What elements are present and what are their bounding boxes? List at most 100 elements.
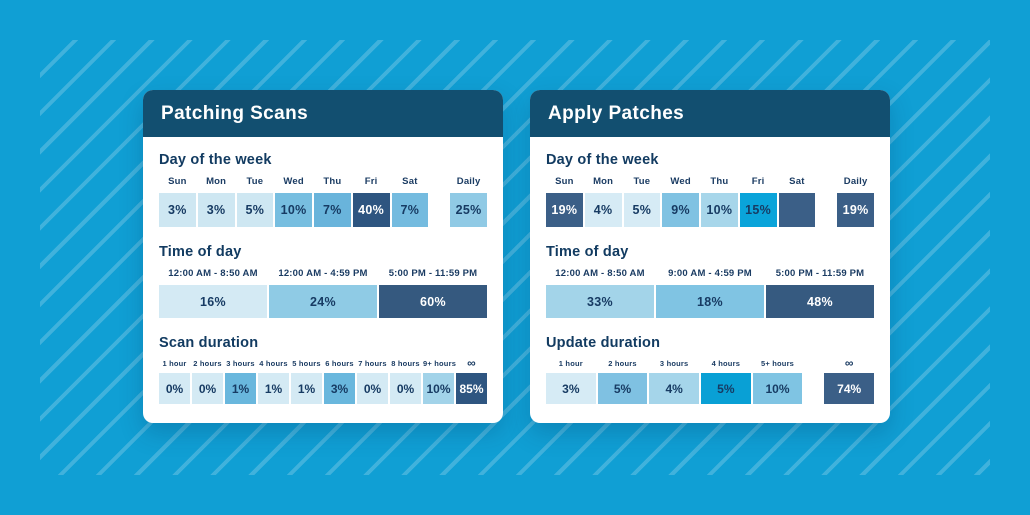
section-title: Scan duration bbox=[159, 335, 259, 351]
cell-label: Daily bbox=[456, 176, 481, 187]
cell-label: 12:00 AM - 8:50 AM bbox=[555, 268, 645, 279]
card-header: Apply Patches bbox=[530, 90, 890, 137]
card-title: Apply Patches bbox=[548, 102, 685, 124]
card-patching-scans: Patching Scans Day of the week Sun 3% Mon 3%… bbox=[143, 90, 503, 423]
section-day-of-the-week: Day of the week Sun 3% Mon 3% Tue 5% Wed 10% Thu 7… bbox=[159, 152, 487, 227]
cell-value: 5% bbox=[597, 373, 648, 404]
cell-label: Mon bbox=[206, 176, 227, 187]
cell-value: 85% bbox=[456, 373, 487, 404]
cell-value: 5% bbox=[701, 373, 751, 404]
heatmap-cell: Mon 3% bbox=[197, 176, 235, 227]
cell-value: 10% bbox=[752, 373, 803, 404]
section-title: Day of the week bbox=[159, 152, 272, 168]
heatmap-cell: 9+ hours 10% bbox=[423, 359, 456, 404]
cell-value: 15% bbox=[739, 193, 777, 227]
heatmap-cell: Sun 3% bbox=[159, 176, 196, 227]
section-title: Day of the week bbox=[546, 152, 659, 168]
cell-value: 24% bbox=[269, 285, 377, 318]
cell-value: 5% bbox=[236, 193, 274, 227]
card-body: Day of the week Sun 19% Mon 4% Tue 5% Wed 9% Thu 1… bbox=[530, 137, 890, 404]
heatmap-cell: Thu 10% bbox=[701, 176, 738, 227]
cell-value: 0% bbox=[159, 373, 190, 404]
heatmap-cell: 4 hours 5% bbox=[701, 359, 751, 404]
heatmap-cell: Tue 5% bbox=[623, 176, 661, 227]
heatmap-cell: 12:00 AM - 4:59 PM 24% bbox=[269, 268, 377, 318]
heatmap-cell: 2 hours 5% bbox=[597, 359, 648, 404]
heatmap-cell: 3 hours 4% bbox=[649, 359, 700, 404]
cell-label: 3 hours bbox=[659, 359, 689, 368]
heatmap-row: 1 hour 3% 2 hours 5% 3 hours 4% 4 hours 5% 5+ ho… bbox=[546, 357, 875, 404]
heatmap-cell: 3 hours 1% bbox=[225, 359, 256, 404]
cell-label: 7 hours bbox=[358, 359, 387, 368]
cell-label: 9:00 AM - 4:59 PM bbox=[668, 268, 752, 279]
cell-value: 18% bbox=[656, 285, 764, 318]
heatmap-cell: Sun 19% bbox=[546, 176, 583, 227]
cell-label: 5:00 PM - 11:59 PM bbox=[388, 268, 478, 279]
cell-label: Sun bbox=[168, 176, 187, 187]
cell-value: 1% bbox=[225, 373, 256, 404]
heatmap-cell: Sat bbox=[778, 176, 816, 227]
cell-value: 0% bbox=[357, 373, 388, 404]
cell-value: 7% bbox=[314, 193, 351, 227]
cell-label: Sat bbox=[402, 176, 418, 187]
heatmap-cell: ∞ 85% bbox=[456, 356, 487, 404]
section-title: Time of day bbox=[546, 244, 629, 260]
cell-value: 4% bbox=[649, 373, 700, 404]
section-time-of-day: Time of day 12:00 AM - 8:50 AM 33% 9:00 AM … bbox=[546, 244, 874, 318]
cell-value: 4% bbox=[584, 193, 622, 227]
heatmap-cell: 4 hours 1% bbox=[258, 359, 289, 404]
heatmap-row: 1 hour 0% 2 hours 0% 3 hours 1% 4 hours 1% 5 hou… bbox=[159, 356, 487, 404]
cell-label: Daily bbox=[843, 176, 868, 187]
cell-label: 12:00 AM - 4:59 PM bbox=[278, 268, 368, 279]
card-body: Day of the week Sun 3% Mon 3% Tue 5% Wed 10% Thu 7… bbox=[143, 137, 503, 404]
heatmap-cell: Mon 4% bbox=[584, 176, 622, 227]
cell-value: 0% bbox=[192, 373, 223, 404]
heatmap-cell: 1 hour 3% bbox=[546, 359, 596, 404]
section-time-of-day: Time of day 12:00 AM - 8:50 AM 16% 12:00 AM… bbox=[159, 244, 487, 318]
heatmap-cell: Tue 5% bbox=[236, 176, 274, 227]
heatmap-cell: 12:00 AM - 8:50 AM 16% bbox=[159, 268, 267, 318]
cell-label: Fri bbox=[364, 176, 378, 187]
cell-value: 9% bbox=[662, 193, 699, 227]
cell-label: 2 hours bbox=[608, 359, 637, 368]
cell-value: 33% bbox=[546, 285, 654, 318]
heatmap-cell: 8 hours 0% bbox=[390, 359, 421, 404]
heatmap-cell: Wed 10% bbox=[275, 176, 312, 227]
cell-label: 4 hours bbox=[259, 359, 288, 368]
heatmap-cell: Thu 7% bbox=[314, 176, 351, 227]
heatmap-cell: 5:00 PM - 11:59 PM 60% bbox=[379, 268, 487, 318]
cell-value: 25% bbox=[450, 193, 487, 227]
cell-value: 7% bbox=[391, 193, 429, 227]
cell-value: 0% bbox=[390, 373, 421, 404]
heatmap-cell: 7 hours 0% bbox=[357, 359, 388, 404]
cell-label: Thu bbox=[323, 176, 342, 187]
heatmap-cell: Daily 19% bbox=[837, 176, 874, 227]
cell-label: 2 hours bbox=[193, 359, 222, 368]
cell-value: 1% bbox=[258, 373, 289, 404]
cell-label: Tue bbox=[633, 176, 651, 187]
cell-value: 10% bbox=[423, 373, 454, 404]
heatmap-row: Sun 3% Mon 3% Tue 5% Wed 10% Thu 7% Fri 40% Sat 7% Dai… bbox=[159, 176, 487, 227]
cell-value: 5% bbox=[623, 193, 661, 227]
section-scan-duration: Scan duration 1 hour 0% 2 hours 0% 3 hours 1% 4… bbox=[159, 335, 487, 404]
card-apply-patches: Apply Patches Day of the week Sun 19% Mon 4%… bbox=[530, 90, 890, 423]
heatmap-cell: 5 hours 1% bbox=[291, 359, 322, 404]
cell-label: 5:00 PM - 11:59 PM bbox=[775, 268, 865, 279]
heatmap-cell: 2 hours 0% bbox=[192, 359, 223, 404]
cell-label: Sun bbox=[555, 176, 574, 187]
cell-label: 1 hour bbox=[558, 359, 583, 368]
cell-label: 4 hours bbox=[711, 359, 741, 368]
cell-label: 8 hours bbox=[391, 359, 420, 368]
heatmap-cell: Fri 15% bbox=[739, 176, 777, 227]
heatmap-cell: Daily 25% bbox=[450, 176, 487, 227]
heatmap-row: Sun 19% Mon 4% Tue 5% Wed 9% Thu 10% Fri 15% Sat Dail… bbox=[546, 176, 874, 227]
cell-label: Tue bbox=[246, 176, 264, 187]
heatmap-row: 12:00 AM - 8:50 AM 33% 9:00 AM - 4:59 PM 18… bbox=[546, 268, 874, 318]
infinity-icon: ∞ bbox=[467, 356, 476, 370]
section-title: Update duration bbox=[546, 335, 661, 351]
heatmap-cell: 9:00 AM - 4:59 PM 18% bbox=[656, 268, 764, 318]
cell-value: 40% bbox=[352, 193, 390, 227]
cell-value: 19% bbox=[546, 193, 583, 227]
cell-label: Sat bbox=[789, 176, 805, 187]
